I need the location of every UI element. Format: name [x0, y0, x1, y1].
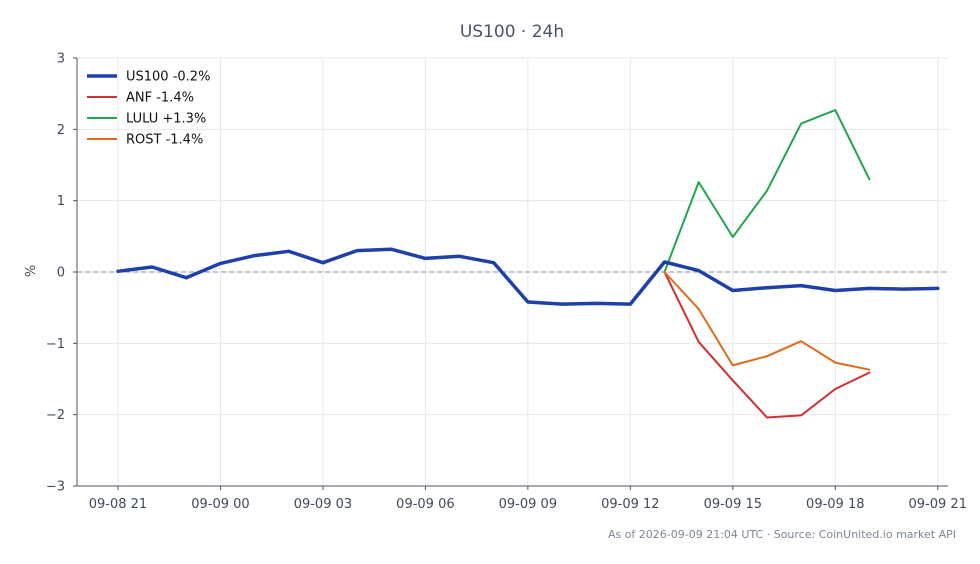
series-line-2	[663, 109, 871, 273]
series-line-1	[663, 271, 871, 419]
y-tick-label: 1	[57, 194, 65, 209]
footer-note: As of 2026-09-09 21:04 UTC · Source: Coi…	[608, 528, 956, 541]
series	[116, 109, 940, 419]
x-tick-label: 09-09 15	[704, 497, 762, 512]
x-tick-label: 09-09 03	[294, 497, 352, 512]
y-tick-label: 3	[57, 52, 65, 67]
x-tick-label: 09-09 09	[499, 497, 557, 512]
legend-label-1: ANF -1.4%	[126, 91, 194, 106]
series-line-3	[663, 271, 871, 371]
y-tick-label: −1	[46, 337, 65, 352]
legend-label-0: US100 -0.2%	[126, 70, 210, 85]
y-tick-label: 0	[57, 266, 65, 281]
x-tick-label: 09-09 18	[806, 497, 864, 512]
x-tick-label: 09-09 06	[396, 497, 454, 512]
series-line-0	[116, 247, 940, 306]
y-ticks: 3 2 1 0 −1 −2 −3	[46, 52, 77, 495]
x-tick-label: 09-09 12	[601, 497, 659, 512]
x-ticks: 09-08 21 09-09 00 09-09 03 09-09 06 09-09 09…	[89, 486, 967, 512]
y-axis-label: %	[24, 265, 39, 277]
legend-label-3: ROST -1.4%	[126, 133, 203, 148]
chart-title: US100 · 24h	[460, 22, 564, 42]
x-tick-label: 09-09 21	[909, 497, 967, 512]
y-tick-label: −2	[46, 408, 65, 423]
y-tick-label: 2	[57, 123, 65, 138]
y-tick-label: −3	[46, 480, 65, 495]
x-tick-label: 09-08 21	[89, 497, 147, 512]
legend-label-2: LULU +1.3%	[126, 112, 206, 127]
x-tick-label: 09-09 00	[191, 497, 249, 512]
legend: US100 -0.2% ANF -1.4% LULU +1.3% ROST -1.4%	[87, 70, 210, 148]
